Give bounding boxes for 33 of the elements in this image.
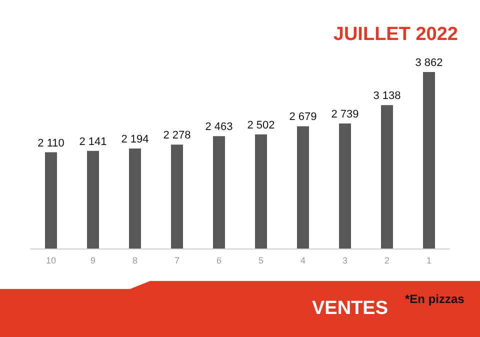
bar xyxy=(45,152,57,249)
data-label: 2 141 xyxy=(79,136,107,148)
x-tick-label: 1 xyxy=(426,255,432,266)
x-tick-label: 5 xyxy=(258,255,264,266)
bar xyxy=(129,148,141,249)
data-label: 2 278 xyxy=(163,130,191,142)
x-tick-label: 7 xyxy=(174,255,180,266)
text: VENTES xyxy=(312,298,388,320)
x-tick-label: 9 xyxy=(90,255,96,266)
bar xyxy=(423,72,435,249)
data-label: 2 110 xyxy=(38,137,64,150)
data-label: 2 463 xyxy=(205,121,233,134)
bar xyxy=(297,126,309,249)
bar xyxy=(381,105,393,249)
bar xyxy=(171,144,183,249)
bar xyxy=(255,134,267,249)
bar xyxy=(213,136,225,249)
bar xyxy=(87,150,99,249)
chart-title: JUILLET 2022 xyxy=(333,24,458,46)
x-tick-label: 10 xyxy=(46,255,56,266)
data-label: 2 739 xyxy=(331,108,359,120)
data-label: 3 138 xyxy=(373,90,401,102)
x-tick-label: 8 xyxy=(132,255,138,266)
data-label: 3 862 xyxy=(415,57,443,69)
data-label: 2 502 xyxy=(247,119,275,132)
x-tick-label: 2 xyxy=(384,255,390,266)
text: *En pizzas xyxy=(405,292,464,306)
x-tick-label: 3 xyxy=(342,255,348,266)
bar xyxy=(339,123,351,249)
data-label: 2 679 xyxy=(289,111,317,124)
data-label: 2 194 xyxy=(121,133,149,146)
x-tick-label: 4 xyxy=(300,255,306,266)
x-tick-label: 6 xyxy=(216,255,222,266)
